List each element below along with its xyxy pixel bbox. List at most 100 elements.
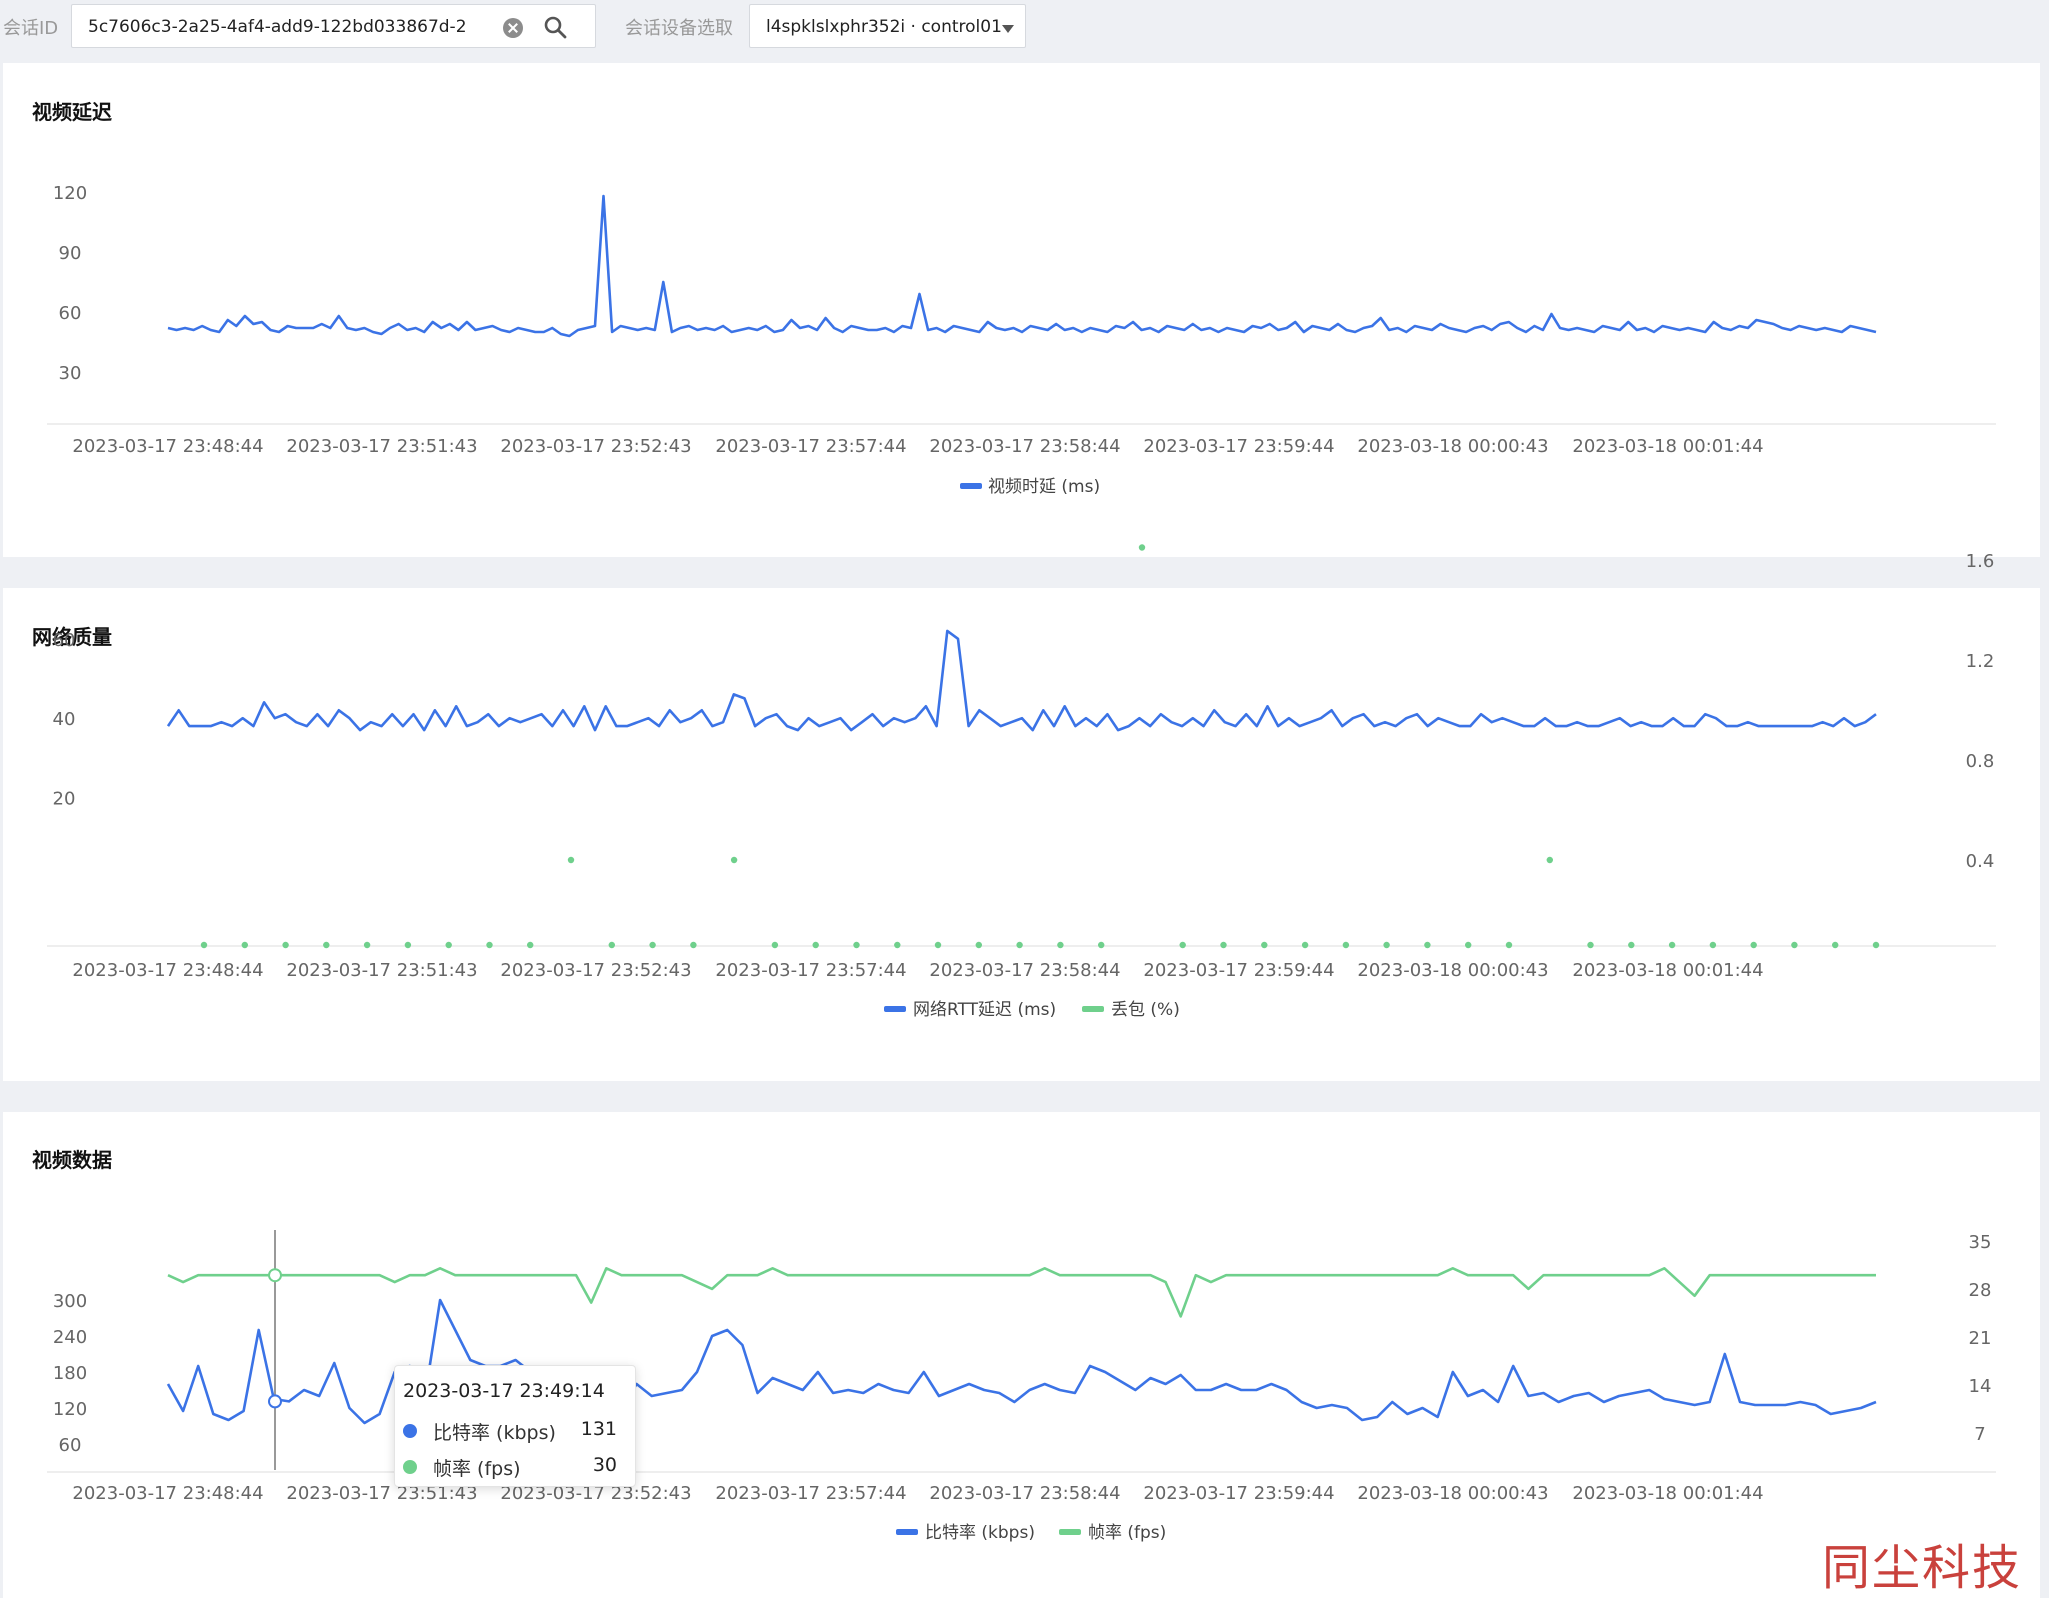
x-tick-label: 2023-03-17 23:57:44 bbox=[715, 960, 906, 981]
session-id-input[interactable]: 5c7606c3-2a25-4af4-add9-122bd033867d-2 bbox=[71, 4, 596, 48]
legend-video-latency-marker bbox=[960, 483, 982, 489]
x-tick-label: 2023-03-18 00:01:44 bbox=[1572, 1483, 1763, 1504]
x-tick-label: 2023-03-17 23:48:44 bbox=[72, 436, 263, 457]
search-icon[interactable] bbox=[543, 15, 569, 41]
x-tick-label: 2023-03-18 00:00:43 bbox=[1357, 960, 1548, 981]
legend-fps-marker bbox=[1059, 1529, 1081, 1535]
device-select-value: l4spklslxphr352i · control01 bbox=[766, 17, 1002, 37]
loss-point bbox=[527, 941, 534, 949]
session-id-value: 5c7606c3-2a25-4af4-add9-122bd033867d-2 bbox=[88, 17, 467, 37]
y-tick-label-left: 60 bbox=[59, 1435, 82, 1456]
loss-point bbox=[1098, 941, 1105, 949]
series-rtt bbox=[166, 629, 1877, 732]
x-tick-label: 2023-03-17 23:58:44 bbox=[929, 1483, 1120, 1504]
x-tick-label: 2023-03-17 23:57:44 bbox=[715, 1483, 906, 1504]
panel-title-network-quality: 网络质量 bbox=[32, 625, 112, 649]
x-tick-label: 2023-03-17 23:59:44 bbox=[1143, 960, 1334, 981]
x-tick-label: 2023-03-17 23:58:44 bbox=[929, 436, 1120, 457]
loss-point bbox=[567, 856, 575, 864]
loss-point bbox=[608, 941, 615, 949]
y-tick-label-left: 180 bbox=[53, 1363, 87, 1384]
legend-loss-marker bbox=[1082, 1006, 1104, 1012]
device-select[interactable]: l4spklslxphr352i · control01 bbox=[749, 4, 1026, 48]
loss-point bbox=[1546, 856, 1554, 864]
y-tick-label-right: 0.8 bbox=[1966, 751, 1995, 772]
legend-bitrate-marker bbox=[896, 1529, 918, 1535]
loss-point bbox=[975, 941, 982, 949]
loss-point bbox=[1465, 941, 1472, 949]
loss-point bbox=[1138, 544, 1146, 551]
x-tick-label: 2023-03-17 23:52:43 bbox=[500, 960, 691, 981]
x-tick-label: 2023-03-18 00:00:43 bbox=[1357, 1483, 1548, 1504]
y-tick-label-left: 40 bbox=[53, 709, 76, 730]
loss-point bbox=[1505, 941, 1513, 949]
fps-dot-icon bbox=[403, 1460, 417, 1474]
loss-point bbox=[486, 941, 493, 949]
x-tick-label: 2023-03-17 23:58:44 bbox=[929, 960, 1120, 981]
y-tick-label-right: 1.6 bbox=[1966, 551, 1995, 572]
x-tick-label: 2023-03-17 23:52:43 bbox=[500, 1483, 691, 1504]
chevron-down-icon[interactable] bbox=[1002, 25, 1014, 33]
loss-point bbox=[282, 941, 289, 949]
watermark: 同尘科技 bbox=[1822, 1540, 2023, 1596]
loss-point bbox=[1587, 941, 1594, 949]
x-tick-label: 2023-03-17 23:51:43 bbox=[286, 1483, 477, 1504]
chart-tooltip: 2023-03-17 23:49:14 比特率 (kbps) 131 帧率 (f… bbox=[394, 1365, 636, 1487]
tooltip-fps-name: 帧率 (fps) bbox=[433, 1458, 521, 1480]
video-data-panel: 视频数据 bbox=[3, 1112, 2040, 1598]
loss-point bbox=[1016, 941, 1023, 949]
y-tick-label-left: 20 bbox=[53, 789, 76, 810]
tooltip-fps-value: 30 bbox=[592, 1454, 617, 1476]
x-tick-label: 2023-03-17 23:59:44 bbox=[1143, 1483, 1334, 1504]
x-tick-label: 2023-03-17 23:57:44 bbox=[715, 436, 906, 457]
x-tick-label: 2023-03-18 00:01:44 bbox=[1572, 436, 1763, 457]
series-video-latency bbox=[167, 194, 1877, 338]
tooltip-bitrate-value: 131 bbox=[580, 1418, 617, 1440]
loss-point bbox=[1220, 941, 1227, 949]
x-tick-label: 2023-03-17 23:52:43 bbox=[500, 436, 691, 457]
y-tick-label-left: 300 bbox=[53, 1291, 87, 1312]
y-tick-label: 30 bbox=[59, 363, 82, 384]
loss-point bbox=[363, 941, 371, 949]
x-tick-label: 2023-03-17 23:51:43 bbox=[286, 960, 477, 981]
x-tick-label: 2023-03-18 00:00:43 bbox=[1357, 436, 1548, 457]
y-tick-label-left: 60 bbox=[53, 630, 76, 651]
tooltip-row-bitrate: 比特率 (kbps) 131 bbox=[403, 1418, 627, 1444]
loss-point bbox=[1057, 941, 1064, 949]
network-quality-panel: 网络质量 bbox=[3, 588, 2040, 1081]
loss-point bbox=[1342, 941, 1350, 949]
tooltip-row-fps: 帧率 (fps) 30 bbox=[403, 1454, 627, 1480]
panel-title-video-latency: 视频延迟 bbox=[32, 100, 112, 124]
loss-point bbox=[1424, 941, 1431, 949]
y-tick-label: 60 bbox=[59, 303, 82, 324]
y-tick-label-right: 0.4 bbox=[1966, 851, 1995, 872]
loss-point bbox=[1668, 941, 1676, 949]
loss-point bbox=[1709, 941, 1717, 949]
tooltip-time: 2023-03-17 23:49:14 bbox=[403, 1380, 605, 1402]
legend-rtt: 网络RTT延迟 (ms) bbox=[913, 1000, 1056, 1020]
x-tick-label: 2023-03-17 23:59:44 bbox=[1143, 436, 1334, 457]
x-tick-label: 2023-03-17 23:51:43 bbox=[286, 436, 477, 457]
loss-point bbox=[404, 941, 412, 949]
x-tick-label: 2023-03-18 00:01:44 bbox=[1572, 960, 1763, 981]
y-tick-label-right: 14 bbox=[1969, 1376, 1992, 1397]
series-bitrate bbox=[166, 1298, 1877, 1425]
bitrate-hover-point bbox=[268, 1394, 282, 1409]
loss-point bbox=[1872, 941, 1880, 949]
y-tick-label-right: 21 bbox=[1969, 1328, 1992, 1349]
y-tick-label-right: 35 bbox=[1969, 1232, 1992, 1253]
x-tick-label: 2023-03-17 23:48:44 bbox=[72, 1483, 263, 1504]
legend-rtt-marker bbox=[884, 1006, 906, 1012]
loss-point bbox=[812, 941, 819, 949]
y-tick-label: 90 bbox=[59, 243, 82, 264]
loss-point bbox=[730, 856, 738, 864]
loss-point bbox=[1383, 941, 1390, 949]
clear-icon[interactable] bbox=[503, 18, 523, 38]
loss-point bbox=[200, 941, 208, 949]
y-tick-label: 120 bbox=[53, 183, 87, 204]
loss-point bbox=[1301, 941, 1309, 949]
loss-point bbox=[241, 941, 248, 949]
legend-loss: 丢包 (%) bbox=[1111, 1000, 1180, 1020]
y-tick-label-right: 7 bbox=[1974, 1424, 1985, 1445]
